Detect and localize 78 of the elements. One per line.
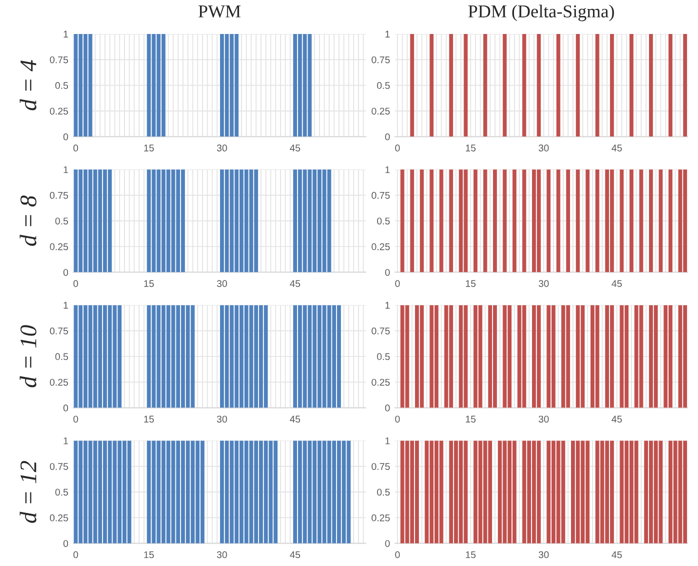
y-tick-label: 1 (64, 437, 68, 444)
y-tick-label: 0 (385, 268, 390, 276)
x-tick-label: 30 (538, 144, 549, 152)
x-tick-label: 45 (290, 280, 300, 288)
y-tick-label: 0.25 (372, 108, 390, 115)
y-tick-label: 0.5 (55, 353, 68, 360)
y-tick-label: 0.75 (372, 192, 390, 199)
y-tick-label: 1 (386, 166, 390, 174)
y-tick-label: 0 (385, 404, 390, 412)
x-tick-label: 30 (538, 416, 549, 423)
y-tick-label: 0.5 (377, 82, 390, 89)
y-tick-label: 1 (64, 302, 68, 309)
x-tick-label: 15 (466, 280, 476, 288)
y-axis-title: d = 10 (20, 325, 36, 388)
y-axis-title: d = 4 (20, 60, 36, 110)
y-tick-label: 0.5 (377, 488, 390, 496)
y-tick-label: 0.75 (50, 463, 68, 470)
x-tick-label: 0 (73, 551, 78, 558)
x-tick-label: 30 (538, 280, 549, 288)
y-tick-label: 0 (63, 133, 68, 140)
y-tick-label: 1 (386, 30, 390, 38)
y-tick-label: 0.75 (372, 56, 390, 64)
x-tick-label: 15 (466, 416, 476, 423)
x-tick-label: 15 (144, 144, 154, 152)
y-tick-label: 0 (63, 404, 68, 412)
x-tick-label: 30 (216, 280, 227, 288)
chart-title: PDM (Delta-Sigma) (468, 4, 614, 22)
x-tick-label: 45 (612, 551, 622, 558)
x-tick-label: 45 (612, 280, 622, 288)
y-tick-label: 0.25 (50, 108, 68, 115)
x-tick-label: 0 (395, 144, 400, 152)
y-tick-label: 1 (386, 437, 390, 444)
y-tick-label: 1 (386, 302, 390, 309)
y-axis-title: d = 8 (20, 195, 36, 246)
x-tick-label: 45 (290, 416, 300, 423)
y-tick-label: 0 (385, 133, 390, 140)
y-tick-label: 0.5 (377, 353, 390, 360)
x-tick-label: 0 (73, 280, 78, 288)
x-tick-label: 15 (466, 551, 476, 558)
x-tick-label: 15 (144, 280, 154, 288)
y-tick-label: 0.25 (372, 243, 390, 250)
y-tick-label: 0.25 (50, 243, 68, 250)
x-tick-label: 45 (290, 551, 300, 558)
y-tick-label: 0.25 (372, 514, 390, 522)
y-tick-label: 0 (385, 540, 390, 547)
x-tick-label: 0 (73, 144, 78, 152)
x-tick-label: 45 (612, 416, 622, 423)
y-tick-label: 0.75 (50, 328, 68, 334)
y-tick-label: 0.25 (50, 514, 68, 522)
x-tick-label: 30 (216, 416, 227, 423)
x-tick-label: 15 (144, 416, 154, 423)
y-tick-label: 0.5 (55, 218, 68, 224)
x-tick-label: 30 (216, 144, 227, 152)
y-tick-label: 0.75 (372, 463, 390, 470)
x-tick-label: 0 (395, 551, 400, 558)
x-tick-label: 45 (290, 144, 300, 152)
chart-title: PWM (198, 5, 241, 18)
x-tick-label: 45 (612, 144, 622, 152)
y-axis-title: d = 12 (20, 460, 36, 523)
y-tick-label: 0 (63, 268, 68, 276)
y-tick-label: 0.5 (55, 82, 68, 89)
x-tick-label: 15 (466, 144, 476, 152)
y-tick-label: 0.75 (50, 192, 68, 199)
y-tick-label: 0.25 (50, 378, 68, 386)
y-tick-label: 0.75 (50, 56, 68, 64)
x-tick-label: 30 (216, 551, 227, 558)
x-tick-label: 15 (144, 551, 154, 558)
x-tick-label: 0 (395, 416, 400, 423)
y-tick-label: 0 (63, 540, 68, 547)
y-tick-label: 1 (64, 30, 68, 38)
y-tick-label: 0.75 (372, 328, 390, 334)
y-tick-label: 0.5 (377, 218, 390, 224)
y-tick-label: 0.25 (372, 378, 390, 386)
x-tick-label: 30 (538, 551, 549, 558)
y-tick-label: 1 (64, 166, 68, 174)
y-tick-label: 0.5 (55, 488, 68, 496)
x-tick-label: 0 (395, 280, 400, 288)
x-tick-label: 0 (73, 416, 78, 423)
